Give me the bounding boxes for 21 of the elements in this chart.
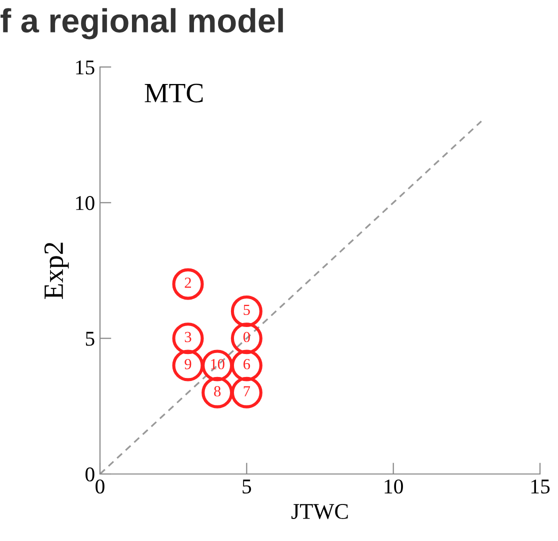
x-tick-label: 5	[242, 480, 252, 494]
x-tick-label: 15	[531, 480, 550, 494]
y-axis-title: Exp2	[44, 242, 69, 300]
x-tick-label: 10	[384, 479, 403, 494]
annotation: 2	[184, 278, 191, 288]
y-tick-label: 15	[76, 60, 94, 74]
y-tick-label: 0	[86, 467, 94, 482]
annotation: 5	[244, 304, 250, 316]
annotation: 8	[214, 386, 221, 396]
annotation: 6	[244, 359, 250, 370]
annotation: 10	[211, 358, 224, 370]
chart-title: f a regional model	[0, 8, 283, 40]
x-tick-label: 0	[96, 479, 104, 494]
annotation: 7	[244, 386, 250, 396]
annotation: MTC	[144, 84, 203, 102]
annotation: 0	[243, 332, 250, 342]
annotation: 3	[184, 332, 192, 342]
y-tick-label: 10	[76, 196, 94, 210]
x-axis-title: JTWC	[291, 504, 348, 520]
y-tick-label: 5	[86, 332, 94, 346]
annotation: 9	[184, 359, 192, 370]
